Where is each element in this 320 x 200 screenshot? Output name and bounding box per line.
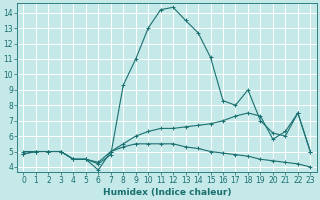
- X-axis label: Humidex (Indice chaleur): Humidex (Indice chaleur): [103, 188, 231, 197]
